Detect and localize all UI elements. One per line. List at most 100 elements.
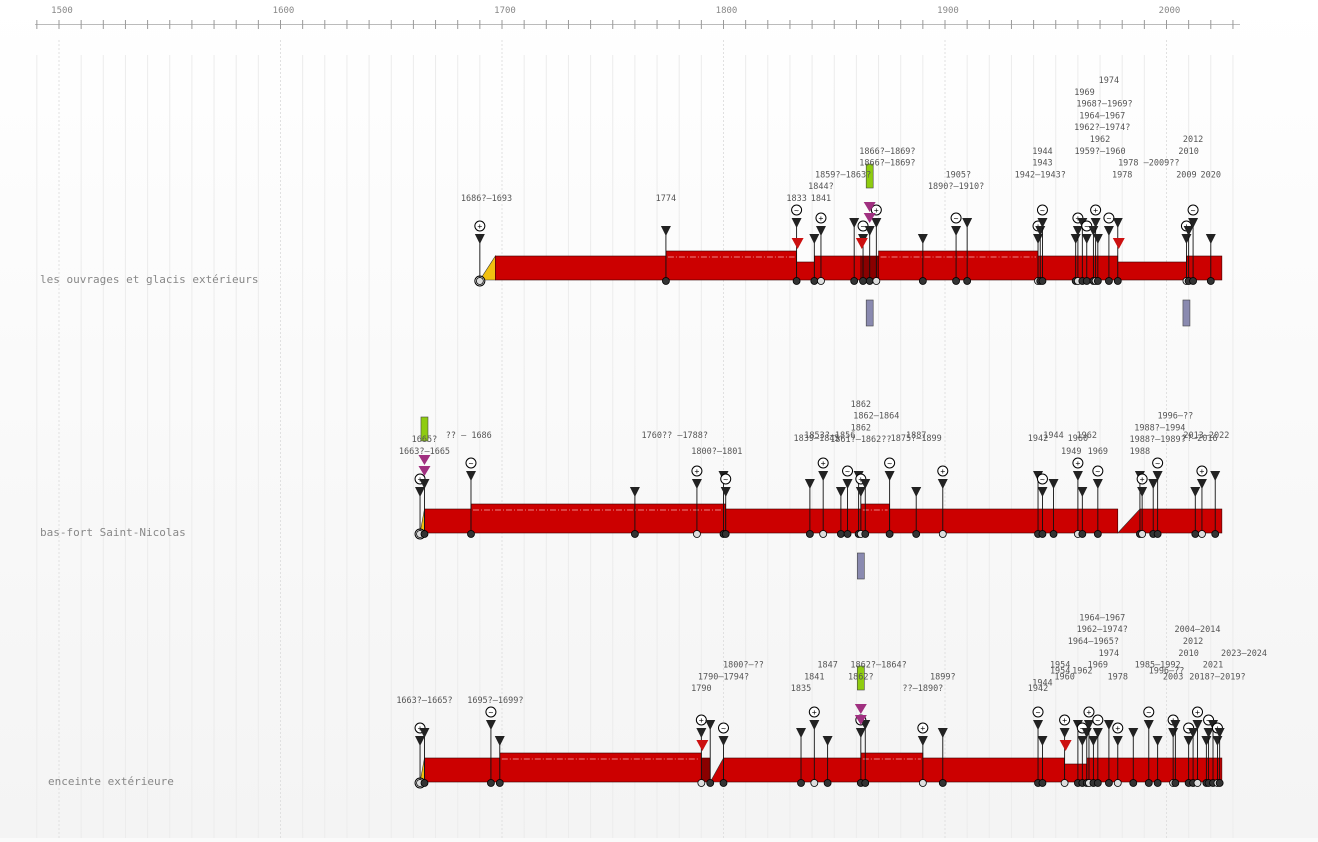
event-triangle bbox=[718, 736, 729, 746]
event-triangle bbox=[415, 736, 426, 746]
event-label: 1847 bbox=[817, 661, 837, 671]
event-circle bbox=[1112, 722, 1124, 734]
event-label: 1774 bbox=[656, 194, 676, 204]
event-symbol: ~ bbox=[723, 475, 728, 484]
event-triangle bbox=[485, 720, 496, 730]
event-dot bbox=[1113, 779, 1122, 787]
event-label: 1960 bbox=[1068, 434, 1088, 444]
event-symbol: ~ bbox=[954, 214, 959, 223]
event-triangle bbox=[1112, 218, 1123, 228]
bar-segment bbox=[1186, 255, 1223, 281]
event-label: 1835 bbox=[791, 684, 811, 694]
event-label: 1942 bbox=[1028, 684, 1048, 694]
bar-segment bbox=[1086, 757, 1223, 783]
event-triangle bbox=[660, 226, 671, 236]
event-label: 1899? bbox=[930, 672, 956, 682]
green-marker bbox=[420, 416, 429, 442]
event-dot bbox=[1060, 779, 1069, 787]
event-dot bbox=[1129, 779, 1138, 787]
rows: les ouvrages et glacis extérieurs+~+~+~+… bbox=[40, 76, 1267, 789]
axis-tick-label: 1700 bbox=[494, 6, 516, 16]
event-circle bbox=[485, 706, 497, 718]
event-triangle bbox=[1183, 736, 1194, 746]
event-dot bbox=[719, 779, 728, 787]
event-triangle bbox=[1183, 226, 1194, 236]
event-symbol: ~ bbox=[1146, 708, 1151, 717]
row-0: les ouvrages et glacis extérieurs + ~ + ~ + ~ +… bbox=[40, 76, 1223, 327]
event-dot bbox=[697, 779, 706, 787]
event-label: 1978 bbox=[1108, 672, 1128, 682]
event-symbol: + bbox=[477, 222, 482, 231]
event-dot bbox=[850, 277, 859, 285]
event-dot bbox=[810, 779, 819, 787]
bar-segment bbox=[499, 752, 702, 783]
event-triangle bbox=[1103, 720, 1114, 730]
event-label: 1942–1943? bbox=[1015, 170, 1066, 180]
event-triangle bbox=[822, 736, 833, 746]
event-label: 1663?–1665? bbox=[396, 696, 452, 706]
event-dot bbox=[662, 277, 670, 285]
event-circle bbox=[1090, 204, 1102, 216]
event-triangle bbox=[1210, 471, 1221, 481]
event-circle bbox=[691, 465, 703, 477]
event-dot bbox=[817, 277, 825, 285]
event-dot bbox=[1191, 530, 1200, 538]
event-label: 2009 bbox=[1176, 170, 1196, 180]
event-label: 2018?–2019? bbox=[1189, 672, 1245, 682]
event-triangle bbox=[1072, 226, 1083, 236]
event-triangle bbox=[796, 728, 807, 738]
axis-tick-label: 1800 bbox=[716, 6, 738, 16]
event-dot bbox=[706, 779, 715, 787]
event-dot bbox=[885, 530, 894, 538]
event-symbol: ~ bbox=[887, 459, 892, 468]
event-dot bbox=[1153, 530, 1162, 538]
event-symbol: ~ bbox=[1191, 206, 1196, 215]
event-symbol: + bbox=[1140, 475, 1145, 484]
event-dot bbox=[1038, 530, 1047, 538]
event-triangle bbox=[911, 487, 922, 497]
event-triangle bbox=[415, 487, 426, 497]
event-circle bbox=[870, 204, 882, 216]
event-dot bbox=[1093, 530, 1102, 538]
event-dot bbox=[475, 277, 484, 285]
event-dot bbox=[952, 277, 960, 285]
event-label: 2010 bbox=[1178, 649, 1198, 659]
event-label: 1686?–1693 bbox=[461, 194, 512, 204]
event-label: 1943 bbox=[1032, 159, 1052, 169]
event-triangle bbox=[1037, 218, 1048, 228]
event-dot bbox=[721, 530, 730, 538]
event-dot bbox=[1215, 779, 1224, 787]
event-label: 1964–1967 bbox=[1079, 613, 1125, 623]
event-label: 1800?–1801 bbox=[691, 447, 742, 457]
event-label: 1695?–1699? bbox=[467, 696, 523, 706]
event-dot bbox=[1082, 277, 1091, 285]
event-triangle bbox=[871, 218, 882, 228]
event-dot bbox=[1206, 277, 1215, 285]
event-label: 1969 bbox=[1088, 661, 1108, 671]
event-circle bbox=[1196, 465, 1208, 477]
event-symbol: ~ bbox=[469, 459, 474, 468]
bar-segment bbox=[470, 503, 727, 534]
event-dot bbox=[1105, 779, 1113, 787]
event-dot bbox=[1153, 779, 1162, 787]
event-triangle bbox=[849, 218, 860, 228]
event-symbol: + bbox=[695, 467, 700, 476]
event-symbol: ~ bbox=[861, 222, 866, 231]
time-axis: 1500 1600 1700 1800 1900 2000 bbox=[35, 6, 1240, 29]
event-label: 2012 bbox=[1183, 135, 1203, 145]
event-label: 1949 bbox=[1061, 447, 1081, 457]
axis-tick-label: 1600 bbox=[273, 6, 295, 16]
event-triangle bbox=[804, 479, 815, 489]
event-symbol: + bbox=[1075, 459, 1080, 468]
event-label: 2012 bbox=[1183, 637, 1203, 647]
event-symbol: + bbox=[1195, 708, 1200, 717]
event-label: 2020 bbox=[1201, 170, 1221, 180]
event-dot bbox=[487, 779, 495, 787]
event-label: 1866?–1869? bbox=[859, 147, 915, 157]
event-label: 1887 bbox=[906, 431, 926, 441]
event-label: 1969 bbox=[1074, 88, 1094, 98]
event-circle bbox=[937, 465, 949, 477]
event-label: 1962–1974? bbox=[1077, 625, 1128, 635]
event-triangle bbox=[1205, 234, 1216, 244]
event-triangle bbox=[691, 479, 702, 489]
